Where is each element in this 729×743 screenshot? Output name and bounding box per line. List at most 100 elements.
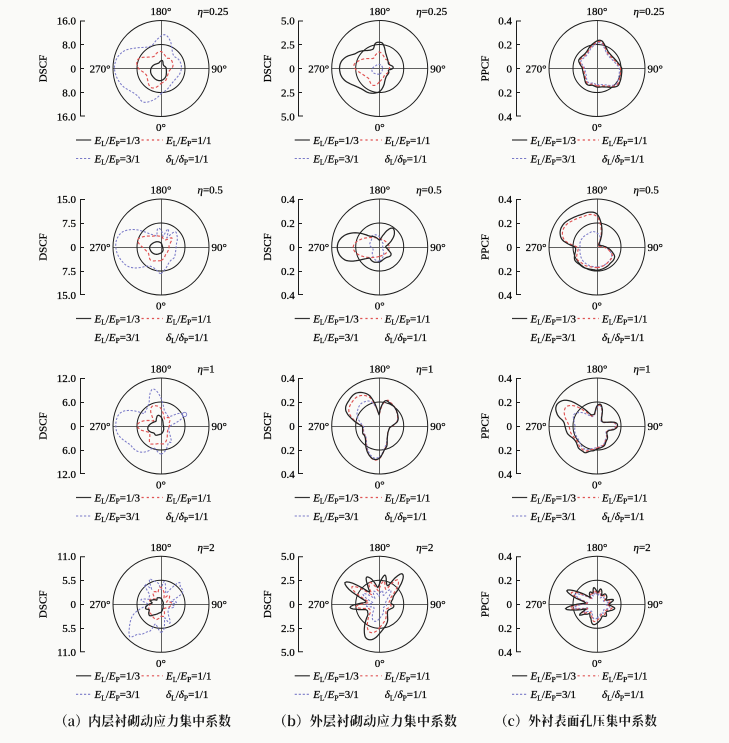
svg-text:90°: 90° (212, 421, 227, 433)
svg-text:0.2: 0.2 (498, 266, 512, 278)
svg-text:90°: 90° (212, 242, 227, 254)
svg-text:0°: 0° (375, 122, 385, 134)
svg-text:0°: 0° (375, 480, 385, 492)
svg-text:5.5: 5.5 (62, 623, 76, 635)
svg-text:η=0.25: η=0.25 (416, 6, 447, 18)
svg-text:90°: 90° (212, 63, 227, 75)
svg-text:EL/EP=1/1: EL/EP=1/1 (165, 492, 212, 505)
svg-text:90°: 90° (430, 63, 445, 75)
svg-text:0°: 0° (592, 480, 602, 492)
svg-text:DSCF: DSCF (38, 412, 50, 440)
svg-text:PPCF: PPCF (480, 591, 492, 617)
svg-text:EL/EP=1/3: EL/EP=1/3 (530, 313, 577, 326)
svg-text:0°: 0° (156, 480, 166, 492)
svg-text:η=0.25: η=0.25 (634, 6, 665, 18)
svg-text:DSCF: DSCF (262, 412, 274, 440)
svg-text:EL/EP=1/3: EL/EP=1/3 (312, 313, 359, 326)
svg-text:DSCF: DSCF (262, 233, 274, 261)
svg-text:η=1: η=1 (634, 364, 651, 376)
svg-text:2.5: 2.5 (281, 39, 295, 51)
svg-text:EL/EP=1/1: EL/EP=1/1 (384, 671, 431, 684)
svg-text:180°: 180° (369, 364, 390, 376)
svg-text:EL/EP=3/1: EL/EP=3/1 (530, 511, 577, 524)
svg-text:EL/EP=3/1: EL/EP=3/1 (530, 332, 577, 345)
svg-text:90°: 90° (430, 242, 445, 254)
svg-text:6.0: 6.0 (62, 445, 76, 457)
svg-text:270°: 270° (526, 63, 547, 75)
svg-text:0: 0 (507, 242, 513, 254)
svg-text:0.4: 0.4 (498, 469, 512, 481)
svg-text:0.4: 0.4 (498, 15, 512, 27)
svg-text:180°: 180° (369, 6, 390, 18)
svg-text:0.2: 0.2 (498, 218, 512, 230)
svg-text:δL/δP=1/1: δL/δP=1/1 (385, 689, 427, 702)
svg-text:EL/EP=3/1: EL/EP=3/1 (312, 689, 359, 702)
svg-text:0°: 0° (592, 122, 602, 134)
svg-text:DSCF: DSCF (38, 55, 50, 83)
svg-text:5.0: 5.0 (281, 551, 295, 563)
svg-text:η=1: η=1 (198, 364, 215, 376)
svg-text:2.5: 2.5 (281, 87, 295, 99)
svg-text:180°: 180° (587, 542, 608, 554)
svg-text:90°: 90° (648, 599, 663, 611)
svg-text:16.0: 16.0 (57, 15, 77, 27)
svg-text:0.2: 0.2 (498, 623, 512, 635)
svg-text:δL/δP=1/1: δL/δP=1/1 (385, 153, 427, 166)
svg-text:180°: 180° (151, 185, 172, 197)
svg-text:DSCF: DSCF (262, 55, 274, 83)
svg-text:0.2: 0.2 (281, 266, 295, 278)
svg-text:270°: 270° (308, 63, 329, 75)
svg-text:δL/δP=1/1: δL/δP=1/1 (166, 689, 208, 702)
svg-text:0.2: 0.2 (281, 218, 295, 230)
svg-text:0.2: 0.2 (498, 397, 512, 409)
svg-text:EL/EP=3/1: EL/EP=3/1 (312, 153, 359, 166)
svg-text:η=2: η=2 (416, 542, 433, 554)
svg-text:EL/EP=3/1: EL/EP=3/1 (94, 332, 141, 345)
svg-text:EL/EP=1/3: EL/EP=1/3 (312, 135, 359, 148)
svg-text:δL/δP=1/1: δL/δP=1/1 (602, 332, 644, 345)
svg-text:0°: 0° (156, 301, 166, 313)
svg-text:EL/EP=3/1: EL/EP=3/1 (94, 689, 141, 702)
svg-text:0.4: 0.4 (281, 194, 295, 206)
svg-text:12.0: 12.0 (57, 469, 77, 481)
svg-text:0.4: 0.4 (498, 647, 512, 659)
svg-text:0.4: 0.4 (498, 373, 512, 385)
svg-text:270°: 270° (90, 63, 111, 75)
svg-text:6.0: 6.0 (62, 397, 76, 409)
svg-text:180°: 180° (587, 185, 608, 197)
svg-text:δL/δP=1/1: δL/δP=1/1 (385, 332, 427, 345)
svg-text:EL/EP=3/1: EL/EP=3/1 (530, 153, 577, 166)
svg-text:DSCF: DSCF (38, 233, 50, 261)
svg-text:EL/EP=3/1: EL/EP=3/1 (94, 511, 141, 524)
svg-text:0.2: 0.2 (498, 445, 512, 457)
svg-text:5.5: 5.5 (62, 575, 76, 587)
svg-text:270°: 270° (526, 421, 547, 433)
svg-text:0.4: 0.4 (498, 290, 512, 302)
svg-text:270°: 270° (308, 421, 329, 433)
svg-text:0.2: 0.2 (281, 445, 295, 457)
svg-text:EL/EP=1/3: EL/EP=1/3 (94, 135, 141, 148)
svg-text:0°: 0° (592, 301, 602, 313)
svg-text:8.0: 8.0 (62, 39, 76, 51)
svg-text:0: 0 (507, 599, 513, 611)
svg-text:EL/EP=1/1: EL/EP=1/1 (601, 671, 648, 684)
svg-text:90°: 90° (648, 421, 663, 433)
svg-text:90°: 90° (648, 242, 663, 254)
svg-text:η=2: η=2 (634, 542, 651, 554)
svg-text:0: 0 (71, 242, 77, 254)
svg-text:5.0: 5.0 (281, 15, 295, 27)
svg-text:EL/EP=1/3: EL/EP=1/3 (530, 492, 577, 505)
svg-text:PPCF: PPCF (480, 56, 492, 82)
svg-text:EL/EP=1/3: EL/EP=1/3 (530, 671, 577, 684)
svg-text:16.0: 16.0 (57, 111, 77, 123)
svg-text:0.2: 0.2 (498, 575, 512, 587)
svg-text:EL/EP=3/1: EL/EP=3/1 (94, 153, 141, 166)
svg-text:EL/EP=1/1: EL/EP=1/1 (165, 313, 212, 326)
svg-text:0.4: 0.4 (498, 194, 512, 206)
svg-text:EL/EP=1/3: EL/EP=1/3 (94, 492, 141, 505)
svg-text:EL/EP=3/1: EL/EP=3/1 (530, 689, 577, 702)
svg-text:η=0.25: η=0.25 (198, 6, 229, 18)
svg-text:EL/EP=1/3: EL/EP=1/3 (530, 135, 577, 148)
svg-text:2.5: 2.5 (281, 623, 295, 635)
svg-text:DSCF: DSCF (262, 591, 274, 619)
